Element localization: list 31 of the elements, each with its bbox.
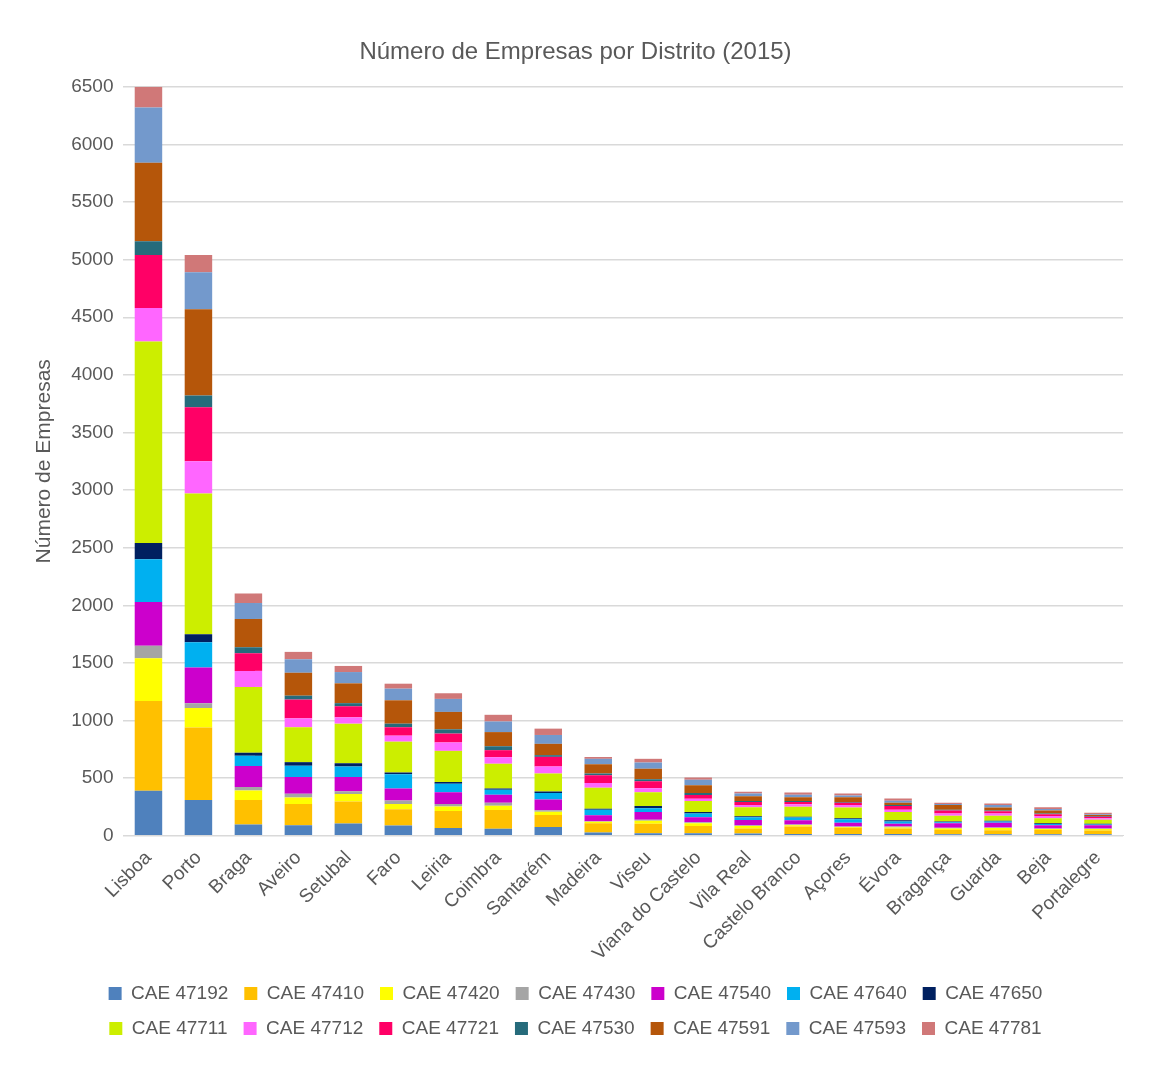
legend-label: CAE 47781	[944, 1016, 1042, 1038]
y-axis-title: Número de Empresas	[31, 359, 55, 564]
legend-label: CAE 47721	[401, 1016, 499, 1038]
y-tick-label: 3500	[71, 420, 114, 442]
legend-label: CAE 47591	[673, 1016, 771, 1038]
legend-label: CAE 47410	[266, 981, 364, 1003]
legend-label: CAE 47540	[673, 981, 772, 1003]
y-tick-label: 1500	[71, 651, 114, 673]
legend-label: CAE 47420	[402, 981, 500, 1003]
y-tick-label: 2500	[71, 535, 114, 557]
chart-title: Número de Empresas por Distrito (2015)	[359, 37, 792, 65]
y-tick-label: 6000	[71, 132, 114, 154]
y-tick-label: 6500	[71, 75, 114, 97]
legend-label: CAE 47650	[945, 981, 1043, 1003]
legend-label: CAE 47711	[131, 1016, 228, 1038]
y-tick-label: 2000	[71, 593, 114, 615]
y-tick-label: 4500	[71, 305, 114, 327]
y-tick-label: 1000	[71, 708, 114, 730]
legend-label: CAE 47640	[809, 981, 907, 1003]
legend-label: CAE 47593	[808, 1016, 906, 1038]
legend-label: CAE 47712	[266, 1016, 364, 1038]
legend-label: CAE 47192	[131, 981, 229, 1003]
x-tick-label: Faro	[362, 846, 405, 890]
y-tick-label: 500	[81, 766, 114, 788]
legend-label: CAE 47430	[538, 981, 636, 1003]
y-tick-label: 3000	[71, 478, 114, 500]
legend-label: CAE 47530	[537, 1016, 635, 1038]
y-tick-label: 0	[102, 824, 114, 846]
y-tick-label: 4000	[71, 363, 114, 385]
y-tick-label: 5000	[71, 247, 114, 269]
y-tick-label: 5500	[71, 190, 114, 212]
